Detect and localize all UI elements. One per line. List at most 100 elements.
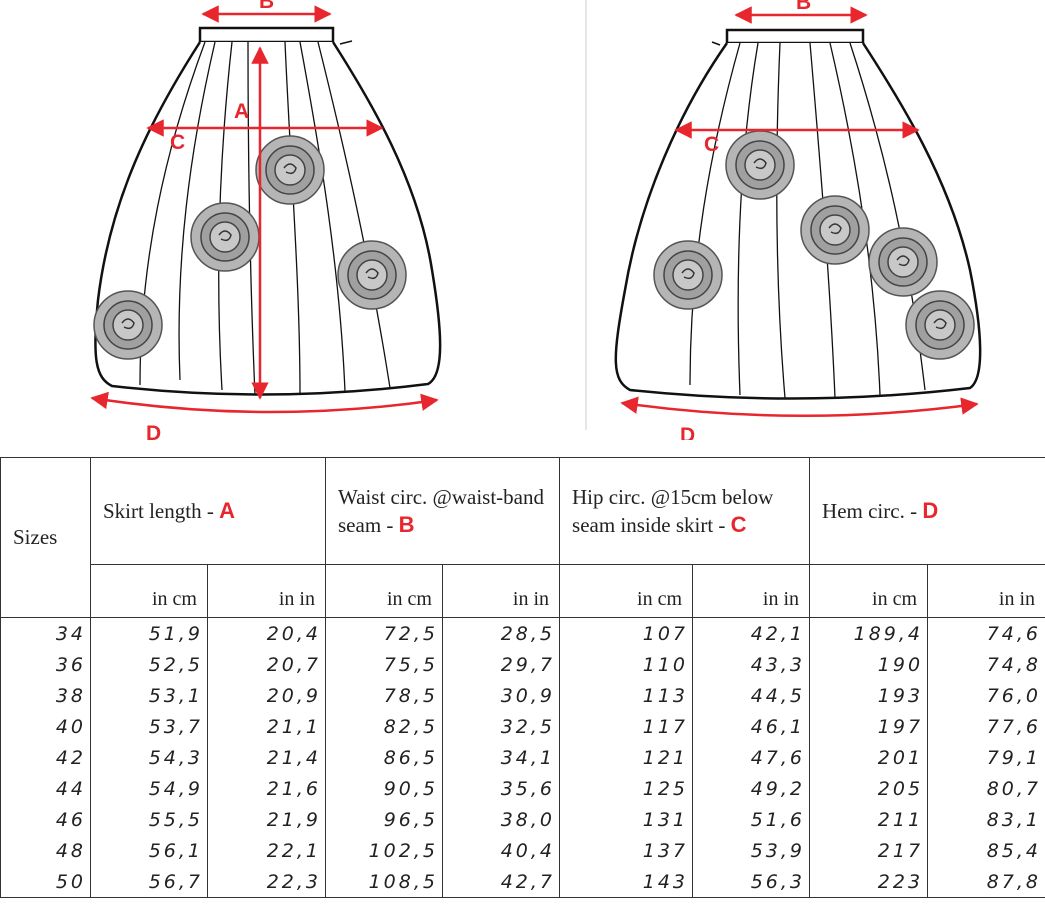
value-cell: 54,9 (90, 773, 208, 804)
value-cell: 51,6 (692, 804, 811, 835)
value-cell: 193 (809, 680, 929, 711)
unit-row: in cm in in in cm in in in cm in in in cm in in (1, 564, 1045, 618)
header-label: Hip circ. @15cm below seam inside skirt … (572, 484, 774, 537)
header-cell: Skirt length - A (90, 457, 326, 565)
value-cell: 78,5 (325, 680, 443, 711)
header-label: Hem circ. - (822, 499, 923, 523)
label-d: D (680, 424, 695, 440)
value-cell: 20,9 (207, 680, 326, 711)
value-cell: 75,5 (325, 649, 443, 680)
value-cell: 86,5 (325, 742, 443, 773)
data-row: 44 54,9 21,6 90,5 35,6 125 49,2 205 80,7 (0, 773, 1045, 804)
value-cell: 125 (559, 773, 694, 804)
size-cell: 34 (0, 617, 91, 649)
value-cell: 121 (559, 742, 694, 773)
value-cell: 55,5 (90, 804, 208, 835)
value-cell: 211 (809, 804, 929, 835)
value-cell: 113 (559, 680, 694, 711)
value-cell: 44,5 (692, 680, 811, 711)
value-cell: 87,8 (927, 866, 1045, 898)
value-cell: 189,4 (809, 617, 929, 649)
value-cell: 90,5 (325, 773, 443, 804)
measure-arrows (620, 6, 979, 417)
value-cell: 53,7 (90, 711, 208, 742)
rose (190, 202, 260, 272)
value-cell: 131 (559, 804, 694, 835)
value-cell: 51,9 (90, 617, 208, 649)
data-row: 42 54,3 21,4 86,5 34,1 121 47,6 201 79,1 (0, 742, 1045, 773)
value-cell: 46,1 (692, 711, 811, 742)
value-cell: 217 (809, 835, 929, 866)
header-cell: Hem circ. - D (809, 457, 1045, 565)
header-cell: Hip circ. @15cm below seam inside skirt … (559, 457, 811, 565)
size-cell: 46 (0, 804, 91, 835)
rose (725, 130, 795, 200)
value-cell: 22,3 (207, 866, 326, 898)
value-cell: 32,5 (441, 711, 561, 742)
value-cell: 190 (809, 649, 929, 680)
value-cell: 223 (809, 866, 929, 898)
value-cell: 54,3 (90, 742, 208, 773)
value-cell: 53,1 (90, 680, 208, 711)
value-cell: 21,6 (207, 773, 326, 804)
value-cell: 56,7 (90, 866, 208, 898)
data-row: 34 51,9 20,4 72,5 28,5 107 42,1 189,4 74,6 (0, 617, 1045, 649)
header-letter: B (398, 511, 415, 537)
data-row: 48 56,1 22,1 102,5 40,4 137 53,9 217 85,4 (0, 835, 1045, 866)
value-cell: 79,1 (927, 742, 1045, 773)
value-cell: 20,7 (207, 649, 326, 680)
value-cell: 82,5 (325, 711, 443, 742)
unit-cell: in cm (809, 564, 929, 618)
value-cell: 21,1 (207, 711, 326, 742)
header-letter: C (730, 511, 747, 537)
rose (653, 240, 723, 310)
header-label: Waist circ. @waist-band seam - (338, 484, 545, 537)
value-cell: 22,1 (207, 835, 326, 866)
size-cell: 40 (0, 711, 91, 742)
value-cell: 43,3 (692, 649, 811, 680)
rose (868, 227, 938, 297)
value-cell: 20,4 (207, 617, 326, 649)
value-cell: 34,1 (441, 742, 561, 773)
value-cell: 40,4 (441, 835, 561, 866)
value-cell: 47,6 (692, 742, 811, 773)
value-cell: 21,9 (207, 804, 326, 835)
value-cell: 74,6 (927, 617, 1045, 649)
value-cell: 96,5 (325, 804, 443, 835)
value-cell: 108,5 (325, 866, 443, 898)
size-cell: 50 (0, 866, 91, 898)
value-cell: 28,5 (441, 617, 561, 649)
data-row: 36 52,5 20,7 75,5 29,7 110 43,3 190 74,8 (0, 649, 1045, 680)
value-cell: 76,0 (927, 680, 1045, 711)
label-b: B (796, 0, 811, 14)
value-cell: 197 (809, 711, 929, 742)
value-cell: 80,7 (927, 773, 1045, 804)
data-row: 50 56,7 22,3 108,5 42,7 143 56,3 223 87,8 (0, 866, 1045, 898)
header-cell: Waist circ. @waist-band seam - B (324, 457, 561, 565)
header-letter: A (219, 498, 235, 523)
value-cell: 38,0 (441, 804, 561, 835)
data-row: 46 55,5 21,9 96,5 38,0 131 51,6 211 83,1 (0, 804, 1045, 835)
value-cell: 205 (809, 773, 929, 804)
unit-cell: in in (441, 564, 561, 618)
value-cell: 21,4 (207, 742, 326, 773)
value-cell: 74,8 (927, 649, 1045, 680)
rose (800, 195, 870, 265)
data-row: 38 53,1 20,9 78,5 30,9 113 44,5 193 76,0 (0, 680, 1045, 711)
unit-cell: in in (692, 564, 811, 618)
header-letter: D (922, 498, 939, 523)
header-label: Skirt length - (103, 499, 220, 523)
value-cell: 102,5 (325, 835, 443, 866)
rose (93, 290, 163, 360)
value-cell: 53,9 (692, 835, 811, 866)
size-cell: 44 (0, 773, 91, 804)
skirt-illustrations: B A C D B C D (90, 0, 982, 440)
value-cell: 137 (559, 835, 694, 866)
rose (255, 135, 325, 205)
value-cell: 77,6 (927, 711, 1045, 742)
label-c: C (170, 131, 185, 154)
size-cell: 38 (0, 680, 91, 711)
unit-cell: in cm (559, 564, 694, 618)
value-cell: 35,6 (441, 773, 561, 804)
